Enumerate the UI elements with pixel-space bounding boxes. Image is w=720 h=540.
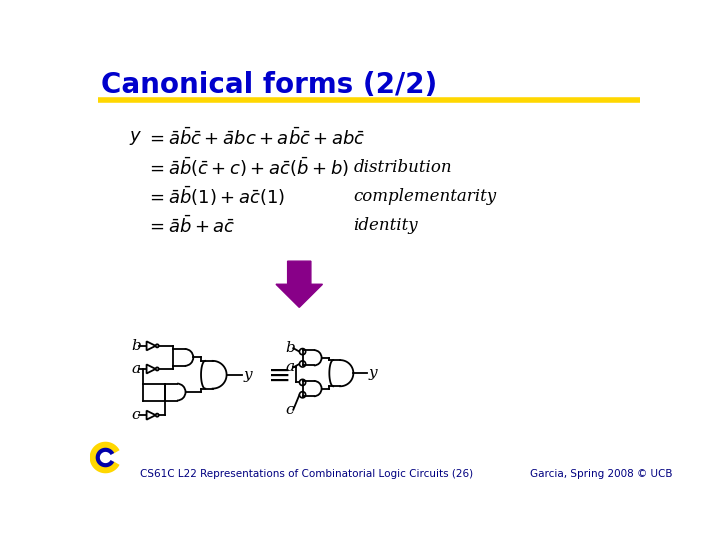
Text: $= \bar{a}\bar{b}\bar{c} + \bar{a}bc + a\bar{b}\bar{c} + ab\bar{c}$: $= \bar{a}\bar{b}\bar{c} + \bar{a}bc + a… (145, 127, 365, 148)
Text: $= \bar{a}\bar{b}(\bar{c}+c) + a\bar{c}(\bar{b}+b)$: $= \bar{a}\bar{b}(\bar{c}+c) + a\bar{c}(… (145, 156, 348, 179)
Polygon shape (147, 341, 156, 350)
Text: y: y (369, 366, 377, 380)
Text: c: c (286, 403, 294, 417)
Text: a: a (131, 362, 140, 376)
Text: identity: identity (354, 217, 418, 234)
Text: $\equiv$: $\equiv$ (262, 361, 290, 389)
Circle shape (300, 379, 306, 386)
Circle shape (156, 345, 158, 347)
Text: Canonical forms (2/2): Canonical forms (2/2) (101, 71, 437, 99)
Text: a: a (286, 360, 294, 374)
Polygon shape (147, 364, 156, 374)
Polygon shape (147, 410, 156, 420)
Text: CS61C L22 Representations of Combinatorial Logic Circuits (26): CS61C L22 Representations of Combinatori… (140, 469, 474, 480)
Text: c: c (131, 408, 140, 422)
Circle shape (300, 348, 306, 355)
Text: distribution: distribution (354, 159, 452, 176)
Circle shape (156, 367, 158, 370)
Circle shape (300, 361, 306, 367)
Text: b: b (131, 339, 141, 353)
Text: Garcia, Spring 2008 © UCB: Garcia, Spring 2008 © UCB (530, 469, 672, 480)
Text: $= \bar{a}\bar{b} + a\bar{c}$: $= \bar{a}\bar{b} + a\bar{c}$ (145, 215, 235, 237)
Text: $= \bar{a}\bar{b}(1) + a\bar{c}(1)$: $= \bar{a}\bar{b}(1) + a\bar{c}(1)$ (145, 185, 285, 208)
Circle shape (156, 414, 158, 417)
Text: b: b (286, 341, 295, 355)
Text: y: y (243, 368, 252, 382)
Text: $y$: $y$ (129, 129, 142, 147)
Text: complementarity: complementarity (354, 188, 497, 205)
Circle shape (300, 392, 306, 398)
Polygon shape (276, 261, 323, 307)
